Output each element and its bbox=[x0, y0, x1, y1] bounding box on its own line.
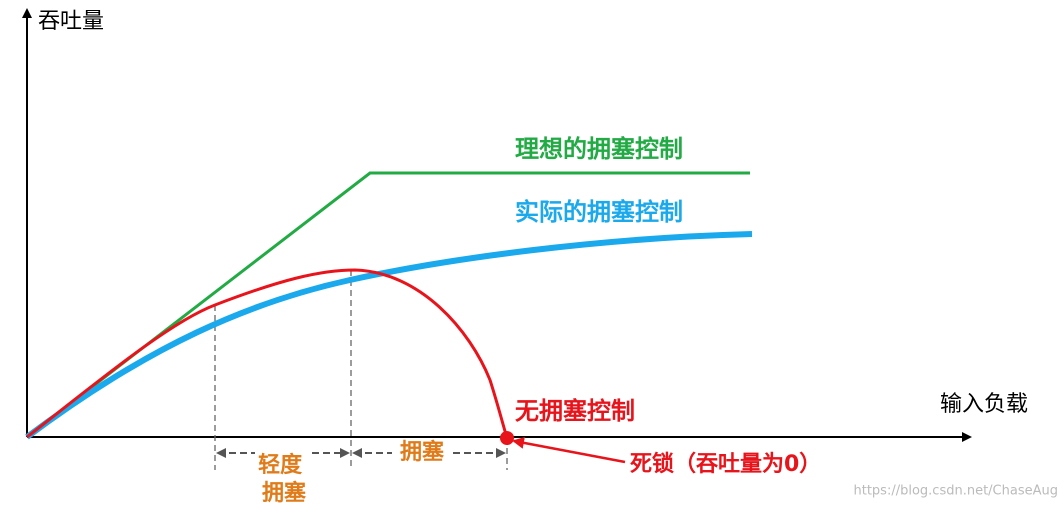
actual-curve bbox=[25, 231, 753, 440]
no-control-curve bbox=[26, 268, 509, 439]
actual-label: 实际的拥塞控制 bbox=[515, 198, 683, 226]
ideal-label: 理想的拥塞控制 bbox=[515, 135, 683, 163]
deadlock-label: 死锁（吞吐量为0） bbox=[630, 451, 821, 477]
mild-congestion-label: 轻度 拥塞 bbox=[258, 452, 310, 506]
no-control-label: 无拥塞控制 bbox=[515, 397, 635, 425]
mild-line-1: 轻度 bbox=[258, 452, 303, 478]
x-axis-label: 输入负载 bbox=[940, 392, 1028, 417]
guides bbox=[214, 270, 508, 470]
watermark: https://blog.csdn.net/ChaseAug bbox=[854, 484, 1059, 499]
y-axis-label: 吞吐量 bbox=[38, 9, 104, 34]
mild-line-2: 拥塞 bbox=[262, 480, 307, 506]
deadlock-point bbox=[500, 431, 514, 445]
congestion-label: 拥塞 bbox=[400, 439, 445, 465]
deadlock-arrow bbox=[512, 436, 626, 464]
